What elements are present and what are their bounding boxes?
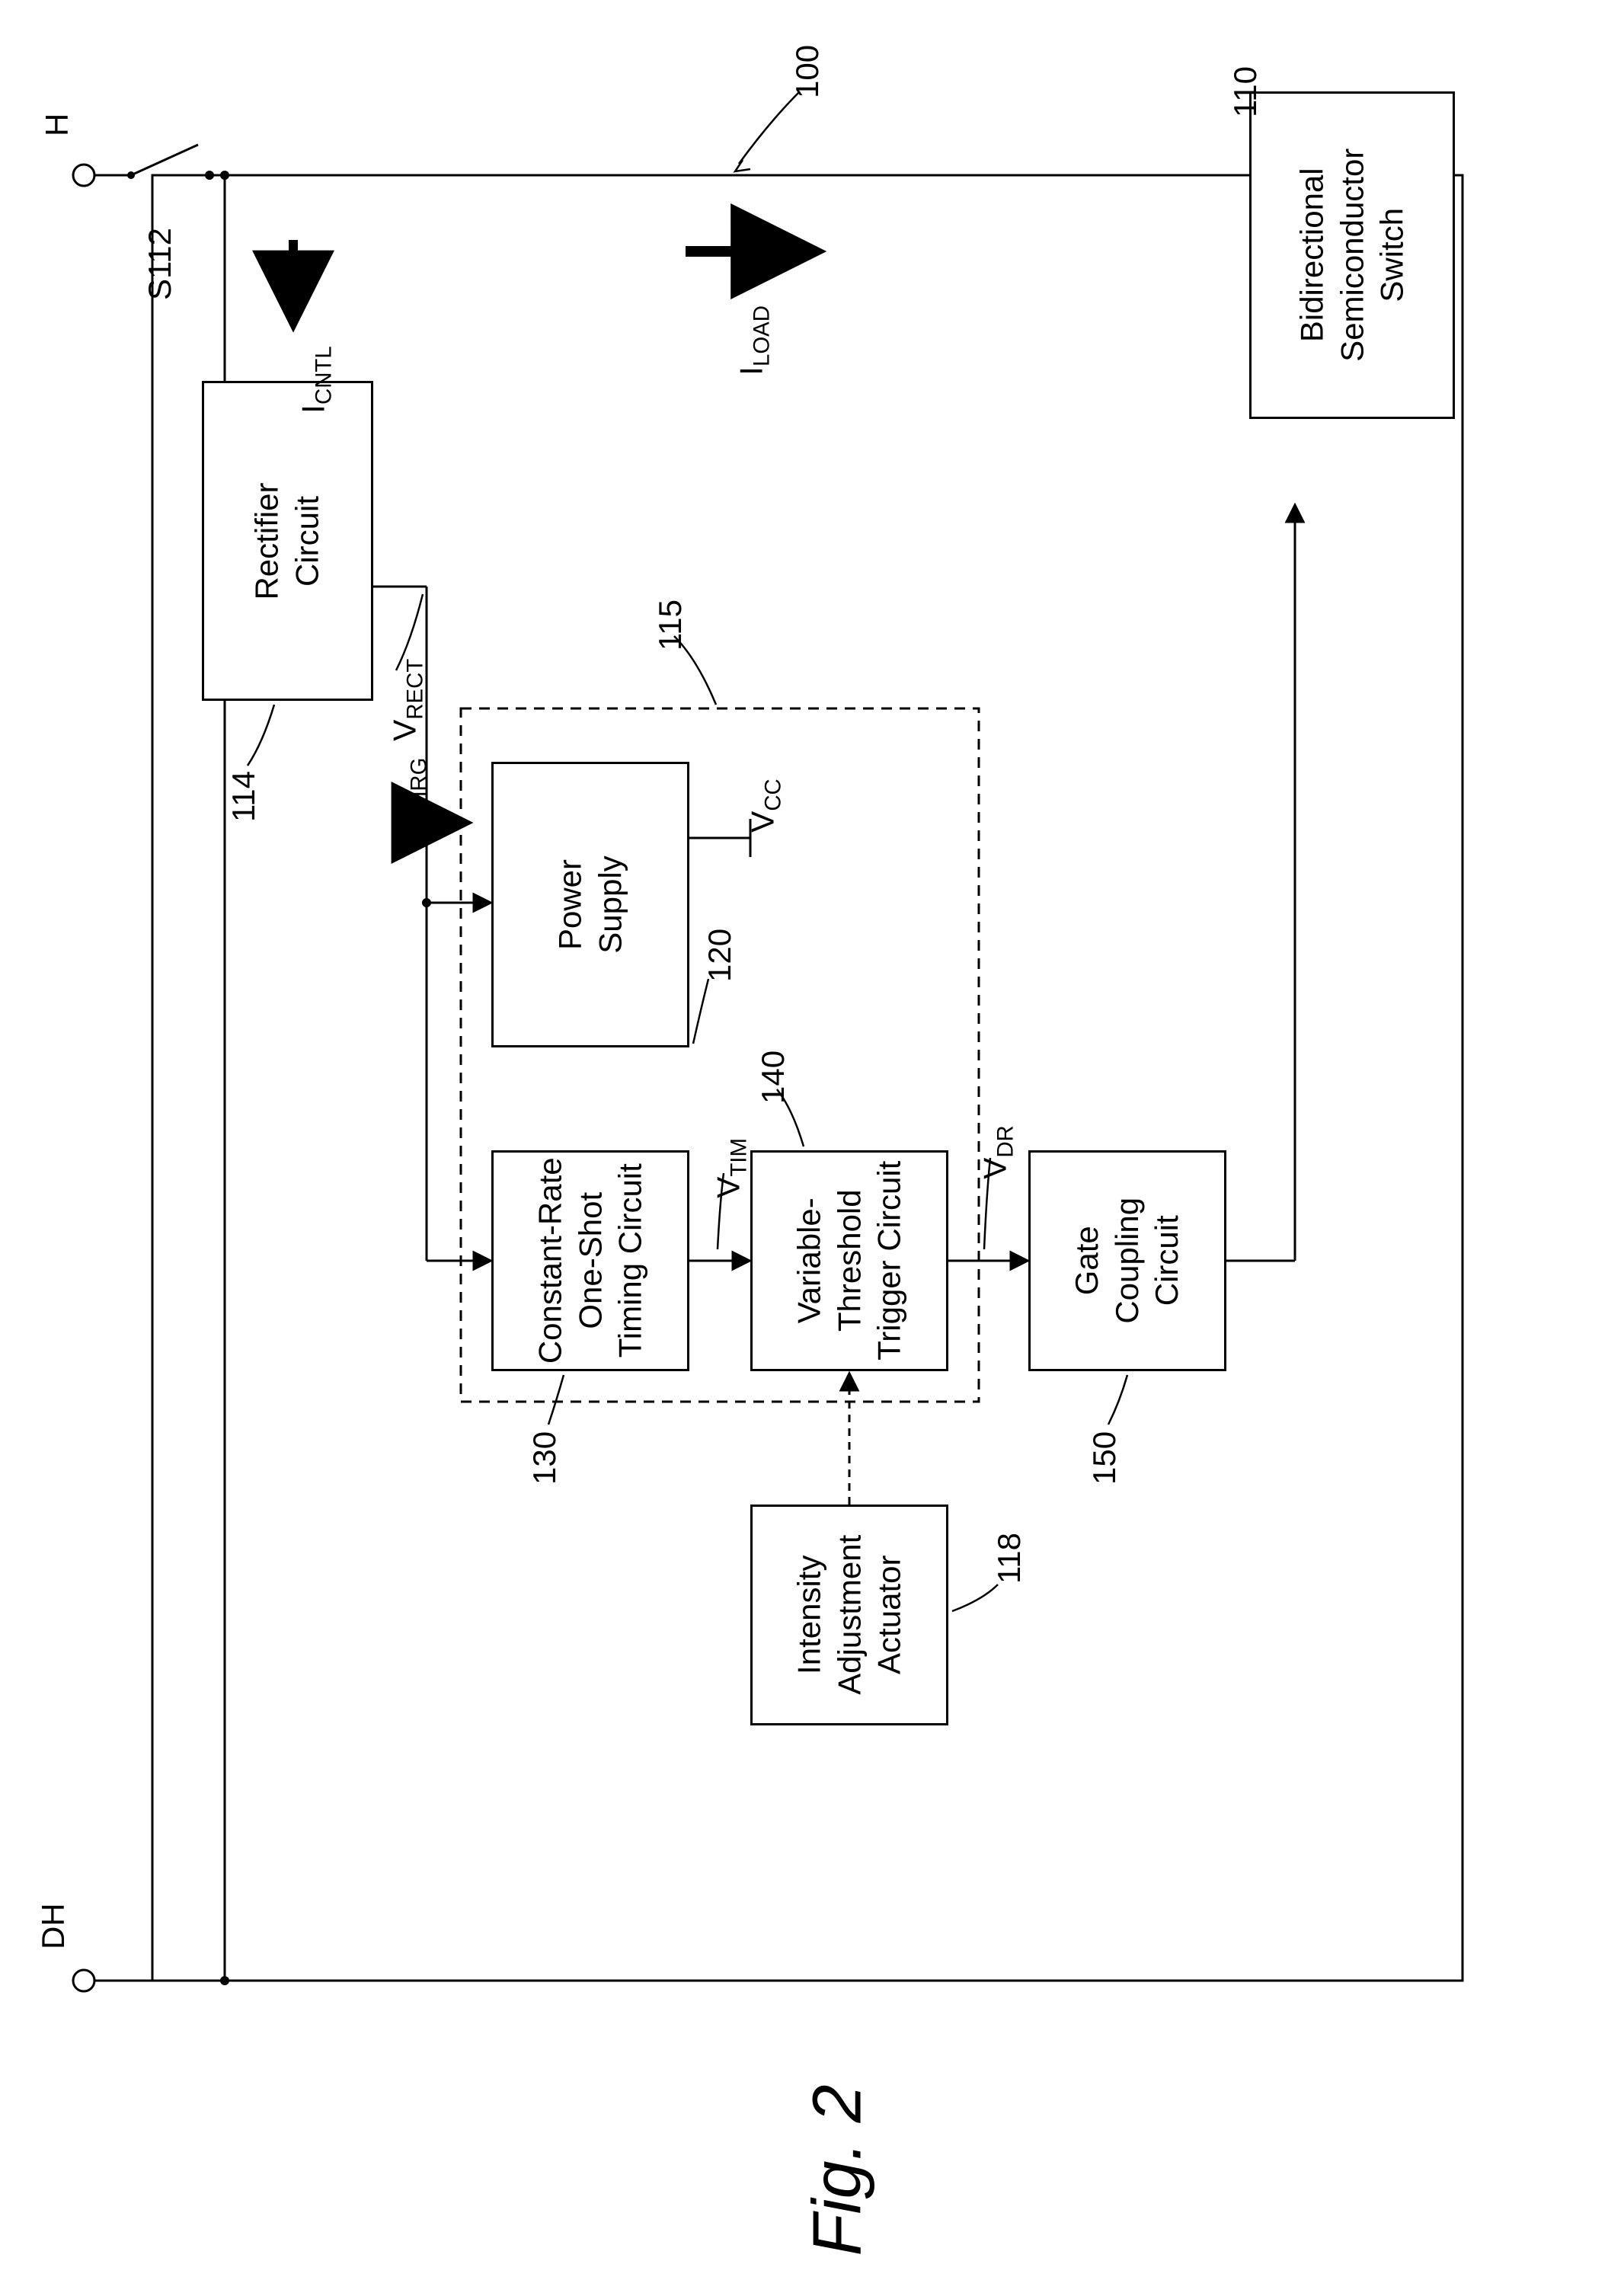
power-supply-block: Power Supply [491, 762, 689, 1047]
ref-150: 150 [1086, 1424, 1123, 1485]
timing-block: Constant-Rate One-Shot Timing Circuit [491, 1150, 689, 1371]
switch-s112-label: S112 [142, 209, 178, 300]
i-cntl-label: ICNTL [295, 322, 337, 414]
power-supply-label: Power Supply [550, 855, 630, 953]
i-load-label: ILOAD [733, 284, 775, 376]
terminal-h-label: H [39, 106, 75, 136]
ref-110: 110 [1227, 56, 1264, 117]
gate-coupling-label: Gate Coupling Circuit [1067, 1198, 1188, 1324]
ref-140: 140 [755, 1043, 791, 1104]
ref-118: 118 [991, 1523, 1028, 1584]
trigger-block: Variable- Threshold Trigger Circuit [750, 1150, 948, 1371]
diagram-page: Rectifier Circuit Power Supply Constant-… [0, 0, 1624, 2296]
actuator-block: Intensity Adjustment Actuator [750, 1505, 948, 1725]
terminal-dh-label: DH [35, 1904, 72, 1949]
rectifier-block: Rectifier Circuit [202, 381, 373, 701]
i-chrg-label: ICHRG [390, 734, 432, 833]
rectifier-label: Rectifier Circuit [248, 482, 328, 600]
v-dr-label: VDR [977, 1103, 1018, 1179]
figure-caption: Fig. 2 [799, 2058, 878, 2256]
bidir-switch-label: Bidirectional Semiconductor Switch [1292, 149, 1412, 362]
v-tim-label: VTIM [710, 1114, 752, 1198]
ref-100: 100 [789, 37, 826, 98]
trigger-label: Variable- Threshold Trigger Circuit [789, 1161, 910, 1361]
ref-115: 115 [652, 590, 689, 651]
timing-label: Constant-Rate One-Shot Timing Circuit [530, 1158, 651, 1364]
actuator-label: Intensity Adjustment Actuator [789, 1535, 910, 1695]
v-rect-label: VRECT [386, 642, 428, 741]
bidir-switch-block: Bidirectional Semiconductor Switch [1249, 91, 1455, 419]
ref-130: 130 [526, 1424, 563, 1485]
v-cc-label: VCC [744, 756, 786, 833]
ref-114: 114 [225, 761, 262, 822]
ref-120: 120 [702, 921, 738, 982]
gate-coupling-block: Gate Coupling Circuit [1028, 1150, 1226, 1371]
